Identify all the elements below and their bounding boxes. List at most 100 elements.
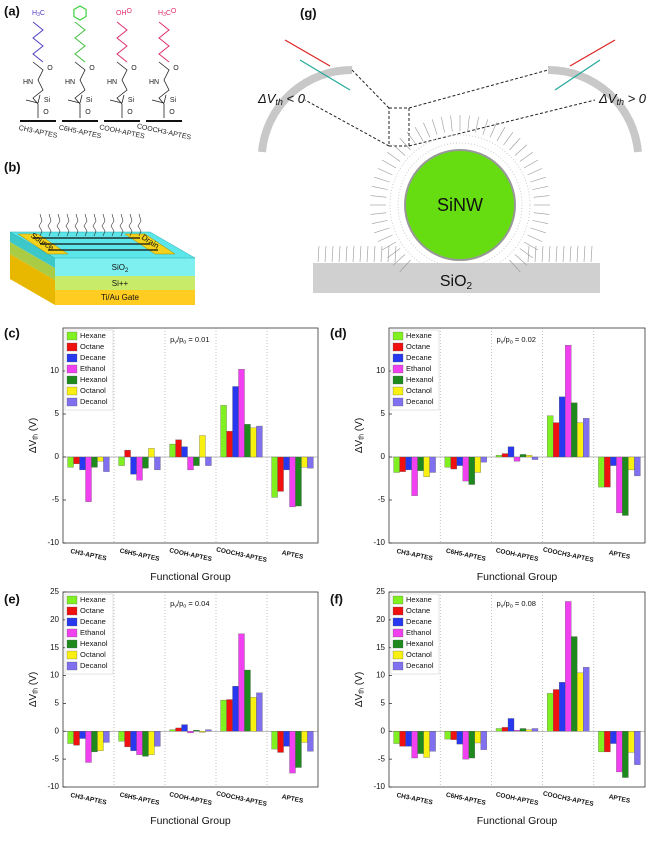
bar bbox=[277, 731, 284, 753]
chain bbox=[527, 245, 530, 263]
zoom-line bbox=[351, 69, 390, 109]
chain bbox=[509, 137, 521, 151]
substrate-label: SiO2 bbox=[440, 273, 473, 291]
legend-swatch bbox=[392, 639, 404, 649]
text-part: O bbox=[171, 8, 177, 15]
arrow bbox=[299, 59, 351, 91]
bar bbox=[73, 731, 80, 746]
x-tick-label: C6H5-APTES bbox=[119, 792, 161, 807]
bar bbox=[450, 731, 457, 740]
bar bbox=[193, 730, 200, 732]
chain bbox=[530, 176, 546, 183]
bar bbox=[181, 446, 188, 458]
y-tick-label: 0 bbox=[55, 452, 60, 461]
bar bbox=[142, 731, 149, 757]
bar bbox=[622, 731, 629, 778]
composite-text: ΔVth (V) bbox=[28, 672, 40, 707]
bar bbox=[250, 697, 257, 732]
bar bbox=[468, 456, 475, 485]
chain bbox=[158, 21, 170, 63]
chain bbox=[555, 245, 558, 263]
zoom-line bbox=[408, 69, 549, 109]
text-part: ΔV bbox=[257, 91, 277, 106]
x-tick-label: CH3-APTES bbox=[396, 792, 434, 807]
legend-label: Octane bbox=[80, 342, 104, 351]
chain bbox=[32, 21, 44, 63]
chain bbox=[514, 254, 528, 266]
atom-label: HN bbox=[149, 79, 159, 86]
x-tick-label: APTES bbox=[281, 794, 304, 805]
y-tick-label: -5 bbox=[378, 495, 386, 504]
bar bbox=[118, 731, 125, 742]
bar bbox=[118, 456, 125, 466]
surface-molecules bbox=[38, 213, 142, 237]
legend-swatch bbox=[66, 364, 78, 374]
y-tick-label: 25 bbox=[50, 587, 59, 596]
bar bbox=[250, 427, 257, 458]
backbone bbox=[158, 61, 170, 118]
bar bbox=[583, 418, 590, 458]
legend-label: Decanol bbox=[406, 397, 434, 406]
chain bbox=[519, 248, 533, 259]
bar bbox=[124, 731, 131, 748]
y-tick-label: -10 bbox=[47, 782, 59, 791]
text-part: < 0 bbox=[283, 91, 306, 106]
text-sub: o bbox=[510, 604, 513, 610]
bar bbox=[79, 731, 86, 739]
chain bbox=[450, 115, 453, 132]
text-part: ΔV bbox=[28, 693, 39, 707]
text-part: = 0.01 bbox=[186, 335, 209, 344]
x-tick-label: COOH-APTES bbox=[169, 547, 213, 563]
text-part: O bbox=[127, 8, 133, 15]
bar bbox=[220, 699, 227, 732]
bar bbox=[181, 724, 188, 732]
molecule bbox=[47, 213, 52, 237]
chain bbox=[532, 185, 549, 190]
y-tick-label: 15 bbox=[376, 643, 385, 652]
composite-text: pv/po = 0.02 bbox=[497, 335, 536, 346]
bar bbox=[559, 396, 566, 458]
bar bbox=[577, 422, 584, 458]
chain bbox=[467, 115, 470, 132]
text-part: = 0.02 bbox=[513, 335, 536, 344]
bar bbox=[634, 731, 641, 765]
chain bbox=[317, 245, 320, 263]
chain bbox=[496, 126, 506, 142]
chain bbox=[373, 245, 376, 263]
bar bbox=[577, 672, 584, 732]
chain bbox=[541, 245, 544, 263]
legend-label: Hexane bbox=[406, 595, 432, 604]
backbone bbox=[116, 61, 128, 118]
bar bbox=[271, 456, 278, 498]
chain bbox=[377, 234, 393, 242]
bar bbox=[175, 439, 182, 458]
bar bbox=[616, 456, 623, 514]
bar bbox=[301, 456, 308, 468]
legend-label: Hexanol bbox=[80, 639, 108, 648]
molecule bbox=[128, 213, 133, 237]
oxide-side bbox=[10, 232, 55, 268]
y-tick-label: 5 bbox=[55, 409, 60, 418]
bar bbox=[525, 455, 533, 458]
bar bbox=[634, 456, 641, 477]
bar bbox=[429, 731, 436, 752]
legend-swatch bbox=[392, 595, 404, 605]
chain bbox=[371, 220, 388, 225]
legend-label: Hexane bbox=[80, 595, 106, 604]
atom-label: Si bbox=[44, 97, 51, 104]
bar bbox=[187, 456, 194, 471]
bar bbox=[85, 456, 92, 502]
text-sub: 3 bbox=[37, 12, 40, 18]
y-tick-label: 0 bbox=[55, 726, 60, 735]
chain bbox=[324, 245, 327, 263]
bar bbox=[507, 446, 515, 458]
legend-label: Hexane bbox=[80, 331, 106, 340]
bar bbox=[501, 453, 509, 458]
text-sub: o bbox=[183, 604, 186, 610]
bar bbox=[507, 718, 515, 732]
chain bbox=[431, 119, 438, 135]
chain bbox=[345, 245, 348, 263]
chain bbox=[377, 168, 393, 176]
legend-swatch bbox=[392, 606, 404, 616]
composite-text: ΔVth (V) bbox=[354, 672, 366, 707]
